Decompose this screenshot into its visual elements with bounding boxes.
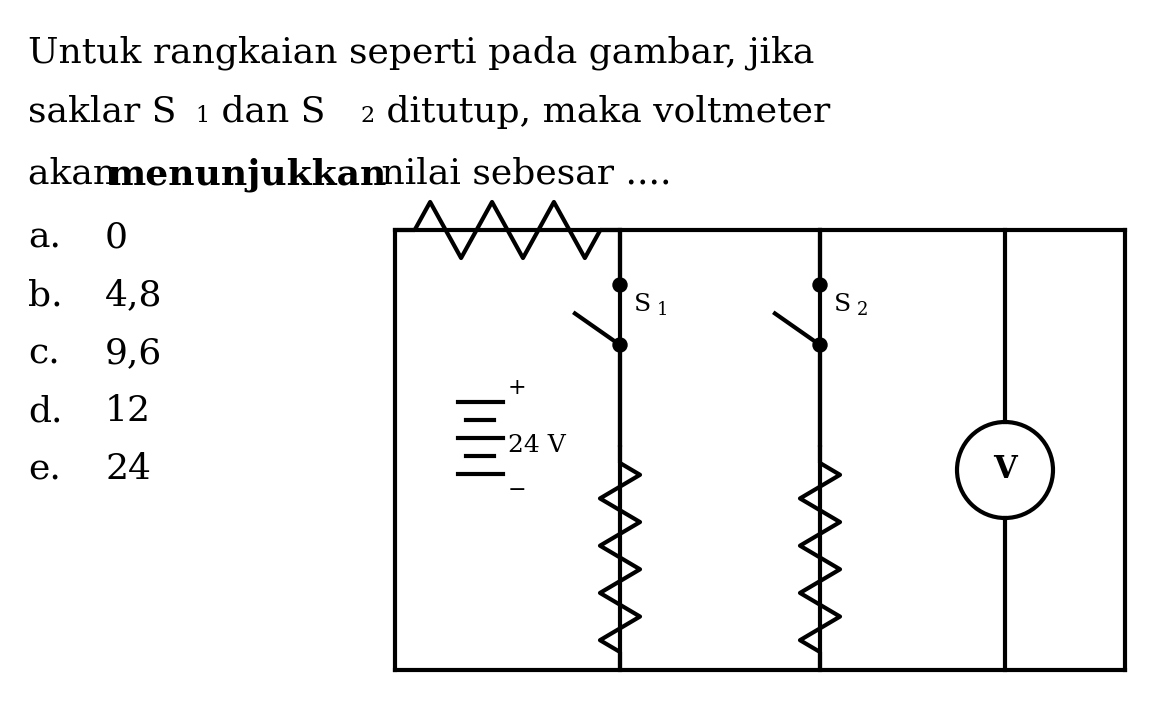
Text: saklar S: saklar S xyxy=(28,95,177,129)
Text: akan: akan xyxy=(28,157,127,191)
Text: 0: 0 xyxy=(105,220,128,254)
Text: 2: 2 xyxy=(857,301,868,319)
Text: menunjukkan: menunjukkan xyxy=(108,157,387,192)
Text: V: V xyxy=(993,455,1017,486)
Text: S: S xyxy=(833,293,851,316)
Text: 9,6: 9,6 xyxy=(105,336,162,370)
Text: 1: 1 xyxy=(195,105,209,127)
Text: e.: e. xyxy=(28,452,61,486)
Circle shape xyxy=(613,278,627,292)
Circle shape xyxy=(813,278,827,292)
Text: 24 V: 24 V xyxy=(507,434,565,457)
Text: d.: d. xyxy=(28,394,62,428)
Circle shape xyxy=(813,338,827,352)
Text: c.: c. xyxy=(28,336,60,370)
Text: 1: 1 xyxy=(657,301,668,319)
Text: b.: b. xyxy=(28,278,62,312)
Text: Untuk rangkaian seperti pada gambar, jika: Untuk rangkaian seperti pada gambar, jik… xyxy=(28,35,814,70)
Text: −: − xyxy=(507,479,527,501)
Circle shape xyxy=(613,338,627,352)
Text: 4,8: 4,8 xyxy=(105,278,163,312)
Text: S: S xyxy=(633,293,651,316)
Text: 12: 12 xyxy=(105,394,151,428)
Text: a.: a. xyxy=(28,220,61,254)
Text: dan S: dan S xyxy=(210,95,325,129)
Text: 24: 24 xyxy=(105,452,151,486)
Text: +: + xyxy=(507,377,527,399)
Text: ditutup, maka voltmeter: ditutup, maka voltmeter xyxy=(375,95,830,129)
Text: 2: 2 xyxy=(360,105,375,127)
Text: nilai sebesar ....: nilai sebesar .... xyxy=(370,157,672,191)
